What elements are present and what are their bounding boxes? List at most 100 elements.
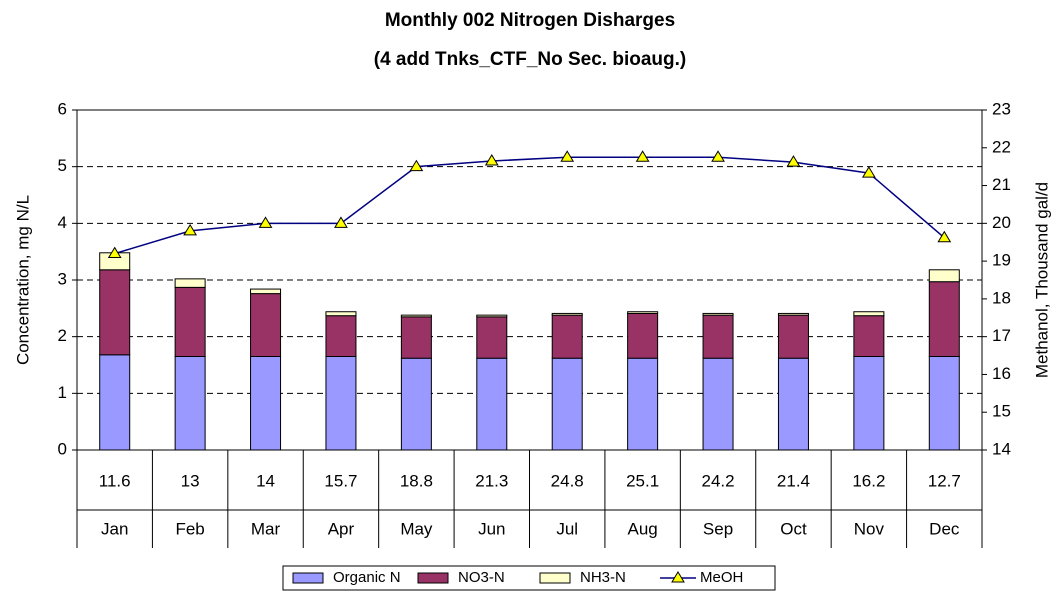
marker xyxy=(183,223,198,236)
bar-segment xyxy=(551,312,583,316)
y-tick-label: 1 xyxy=(58,383,67,402)
x-tick-label: Apr xyxy=(328,519,355,538)
bar-segment xyxy=(174,286,206,357)
x-tick-label: May xyxy=(400,519,433,538)
legend-swatch xyxy=(417,572,449,584)
bar-segment xyxy=(928,269,960,283)
marker xyxy=(334,216,348,228)
legend-label: MeOH xyxy=(700,569,743,586)
y2-tick-label: 15 xyxy=(992,402,1011,421)
x-sub-label: 14 xyxy=(256,471,275,490)
bar-segment xyxy=(627,357,659,451)
bar-segment xyxy=(928,356,960,451)
bar-segment xyxy=(476,314,508,318)
x-sub-label: 24.2 xyxy=(701,471,734,490)
y2-tick-label: 19 xyxy=(992,251,1011,270)
x-tick-label: Dec xyxy=(929,519,960,538)
marker xyxy=(711,150,725,162)
bar-segment xyxy=(702,314,734,359)
x-tick-label: Nov xyxy=(854,519,885,538)
x-sub-label: 11.6 xyxy=(99,471,131,490)
bar-segment xyxy=(777,357,809,451)
marker xyxy=(484,154,499,166)
x-tick-label: Sep xyxy=(703,519,733,538)
x-tick-label: Feb xyxy=(175,519,204,538)
y2-tick-label: 20 xyxy=(992,213,1011,232)
bar-segment xyxy=(476,357,508,451)
y2-tick-label: 21 xyxy=(992,175,1011,194)
x-sub-label: 15.7 xyxy=(324,471,357,490)
marker xyxy=(861,166,876,178)
bar-segment xyxy=(174,278,206,288)
y2-tick-label: 22 xyxy=(992,137,1011,156)
bar-segment xyxy=(551,314,583,359)
bar-segment xyxy=(928,281,960,358)
x-sub-label: 12.7 xyxy=(928,471,961,490)
bar-segment xyxy=(325,356,357,451)
x-tick-label: Mar xyxy=(251,519,281,538)
bar-segment xyxy=(853,315,885,358)
x-sub-label: 18.8 xyxy=(400,471,433,490)
legend-label: NH3-N xyxy=(580,569,626,586)
bar-segment xyxy=(777,312,809,316)
y2-axis-label: Methanol, Thousand gal/d xyxy=(1032,182,1051,378)
marker xyxy=(258,216,273,228)
y-tick-label: 2 xyxy=(58,326,67,345)
y2-tick-label: 14 xyxy=(992,439,1011,458)
bar-segment xyxy=(777,314,809,359)
x-sub-label: 13 xyxy=(181,471,200,490)
marker xyxy=(937,230,952,243)
x-tick-label: Oct xyxy=(780,519,807,538)
bar-segment xyxy=(325,311,357,317)
bar-segment xyxy=(551,357,583,451)
y-tick-label: 4 xyxy=(58,213,67,232)
bar-segment xyxy=(702,312,734,316)
marker xyxy=(560,150,575,162)
y-tick-label: 6 xyxy=(58,99,67,118)
bar-segment xyxy=(250,293,282,358)
bar-segment xyxy=(99,354,131,451)
y-tick-label: 0 xyxy=(58,439,67,458)
y2-tick-label: 17 xyxy=(992,326,1011,345)
x-tick-label: Aug xyxy=(628,519,658,538)
bar-segment xyxy=(853,356,885,451)
bar-segment xyxy=(400,357,432,451)
marker xyxy=(409,159,424,172)
bar-segment xyxy=(476,316,508,359)
chart-subtitle: (4 add Tnks_CTF_No Sec. bioaug.) xyxy=(374,49,687,70)
bar-segment xyxy=(99,269,131,356)
marker xyxy=(635,150,650,162)
y-axis-label: Concentration, mg N/L xyxy=(13,195,32,365)
bar-segment xyxy=(325,315,357,358)
y2-tick-label: 16 xyxy=(992,364,1011,383)
x-sub-label: 24.8 xyxy=(551,471,584,490)
bar-segment xyxy=(400,314,432,318)
legend-label: NO3-N xyxy=(458,569,505,586)
chart-title: Monthly 002 Nitrogen Disharges xyxy=(385,10,675,31)
line xyxy=(114,156,945,255)
bar-segment xyxy=(250,288,282,295)
x-sub-label: 16.2 xyxy=(852,471,885,490)
bar-segment xyxy=(400,316,432,359)
bar-segment xyxy=(702,357,734,451)
marker xyxy=(107,246,122,259)
x-tick-label: Jan xyxy=(101,519,128,538)
x-sub-label: 21.4 xyxy=(777,471,810,490)
x-tick-label: Jul xyxy=(556,519,578,538)
y-tick-label: 5 xyxy=(58,156,67,175)
bar-segment xyxy=(853,311,885,317)
y2-tick-label: 18 xyxy=(992,288,1011,307)
legend-swatch xyxy=(292,572,324,584)
bar-segment xyxy=(174,356,206,451)
legend-label: Organic N xyxy=(333,569,401,586)
y2-tick-label: 23 xyxy=(992,99,1011,118)
marker xyxy=(786,155,801,167)
x-tick-label: Jun xyxy=(478,519,505,538)
bar-segment xyxy=(250,356,282,451)
legend-marker xyxy=(671,571,685,583)
bar-segment xyxy=(627,312,659,359)
x-sub-label: 25.1 xyxy=(626,471,659,490)
y-tick-label: 3 xyxy=(58,269,67,288)
x-sub-label: 21.3 xyxy=(475,471,508,490)
